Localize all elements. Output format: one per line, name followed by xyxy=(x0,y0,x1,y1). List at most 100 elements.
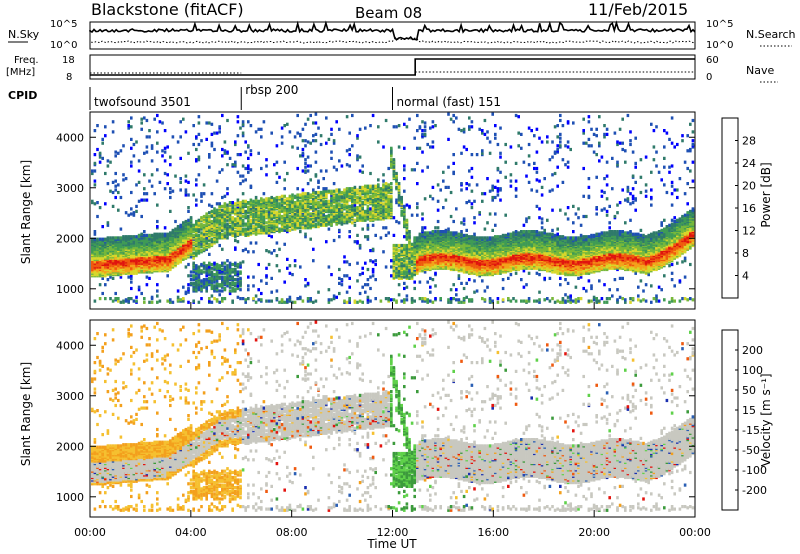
power-cell xyxy=(241,131,245,135)
power-cell xyxy=(239,264,242,268)
power-cell xyxy=(135,299,138,303)
power-cell xyxy=(104,297,107,301)
power-cell xyxy=(314,112,318,116)
power-cell xyxy=(449,231,453,235)
power-cell xyxy=(348,153,351,157)
power-cell xyxy=(301,204,305,208)
power-cell xyxy=(291,203,294,207)
power-cell xyxy=(104,134,107,138)
power-cell xyxy=(366,283,370,287)
power-cell xyxy=(119,300,123,304)
power-cell xyxy=(361,300,364,304)
power-cell xyxy=(223,261,227,265)
power-cell xyxy=(348,285,351,289)
power-cell xyxy=(319,211,323,215)
power-cell xyxy=(130,160,133,164)
power-cell xyxy=(192,261,195,265)
power-cell xyxy=(215,223,219,227)
power-cell xyxy=(270,276,273,280)
power-cell xyxy=(247,164,250,168)
power-cell xyxy=(130,146,133,150)
power-cell xyxy=(405,218,409,222)
power-cell xyxy=(210,242,214,246)
power-cell xyxy=(93,183,97,187)
power-cell xyxy=(465,147,468,152)
power-cell xyxy=(114,188,117,192)
power-cell xyxy=(340,221,344,225)
nsky-trace xyxy=(89,20,696,41)
power-cell xyxy=(283,194,286,198)
cpid-mode-label: twofsound 3501 xyxy=(94,95,191,109)
power-cell xyxy=(314,222,318,226)
power-cell xyxy=(205,269,208,273)
power-cell xyxy=(273,163,276,167)
power-cell xyxy=(468,199,471,203)
power-cell xyxy=(353,194,357,198)
power-cell xyxy=(234,230,237,234)
power-cell xyxy=(210,266,214,270)
power-cell xyxy=(270,201,273,205)
power-cell xyxy=(254,241,258,245)
power-cell xyxy=(423,231,427,235)
power-cell xyxy=(283,198,286,202)
power-cell xyxy=(309,297,312,301)
power-cell xyxy=(208,121,211,125)
power-cell xyxy=(145,145,149,149)
power-cell xyxy=(208,245,211,249)
power-cell xyxy=(291,145,294,149)
power-cell xyxy=(267,262,271,267)
power-cell xyxy=(132,142,136,147)
power-cell xyxy=(241,179,245,183)
power-cell xyxy=(109,160,112,164)
power-cell xyxy=(247,284,250,288)
power-cell xyxy=(223,149,227,153)
power-cell xyxy=(244,209,247,213)
power-cell xyxy=(325,208,328,212)
power-cell xyxy=(239,261,242,265)
power-cell xyxy=(325,141,328,145)
power-cell xyxy=(325,240,328,244)
power-cell xyxy=(410,168,414,172)
power-cell xyxy=(252,212,255,216)
power-cell xyxy=(304,192,307,196)
power-cell xyxy=(254,214,258,219)
power-cell xyxy=(260,279,263,283)
power-cell xyxy=(114,297,117,301)
power-cell xyxy=(431,300,435,304)
power-cell xyxy=(366,226,370,230)
power-cell xyxy=(148,179,151,183)
power-cell xyxy=(195,283,198,287)
power-cell xyxy=(197,280,201,284)
power-cell xyxy=(338,214,341,219)
power-cell xyxy=(195,242,198,246)
power-cell xyxy=(296,198,299,202)
power-cell xyxy=(208,155,211,159)
power-cell xyxy=(187,218,190,222)
power-cell xyxy=(358,169,362,173)
power-cell xyxy=(241,164,245,168)
power-cell xyxy=(244,227,247,231)
power-cell xyxy=(327,213,331,217)
power-cell xyxy=(210,141,214,145)
power-cell xyxy=(301,169,305,173)
power-cell xyxy=(312,300,315,304)
power-cell xyxy=(416,202,419,206)
power-cell xyxy=(306,217,310,221)
power-cell xyxy=(364,126,367,130)
power-cell xyxy=(187,262,190,267)
power-cell xyxy=(348,213,351,217)
power-cell xyxy=(343,219,346,224)
power-cell xyxy=(309,113,312,118)
power-cell xyxy=(150,300,154,304)
power-cell xyxy=(377,140,380,144)
power-cell xyxy=(265,249,268,253)
power-cell xyxy=(416,206,419,210)
power-cell xyxy=(447,298,450,302)
power-cell xyxy=(327,300,331,304)
power-cell xyxy=(338,276,341,280)
power-cell xyxy=(322,187,325,191)
power-cell xyxy=(358,246,362,250)
power-cell xyxy=(221,289,224,293)
power-cell xyxy=(306,299,310,303)
power-cell xyxy=(371,247,375,251)
